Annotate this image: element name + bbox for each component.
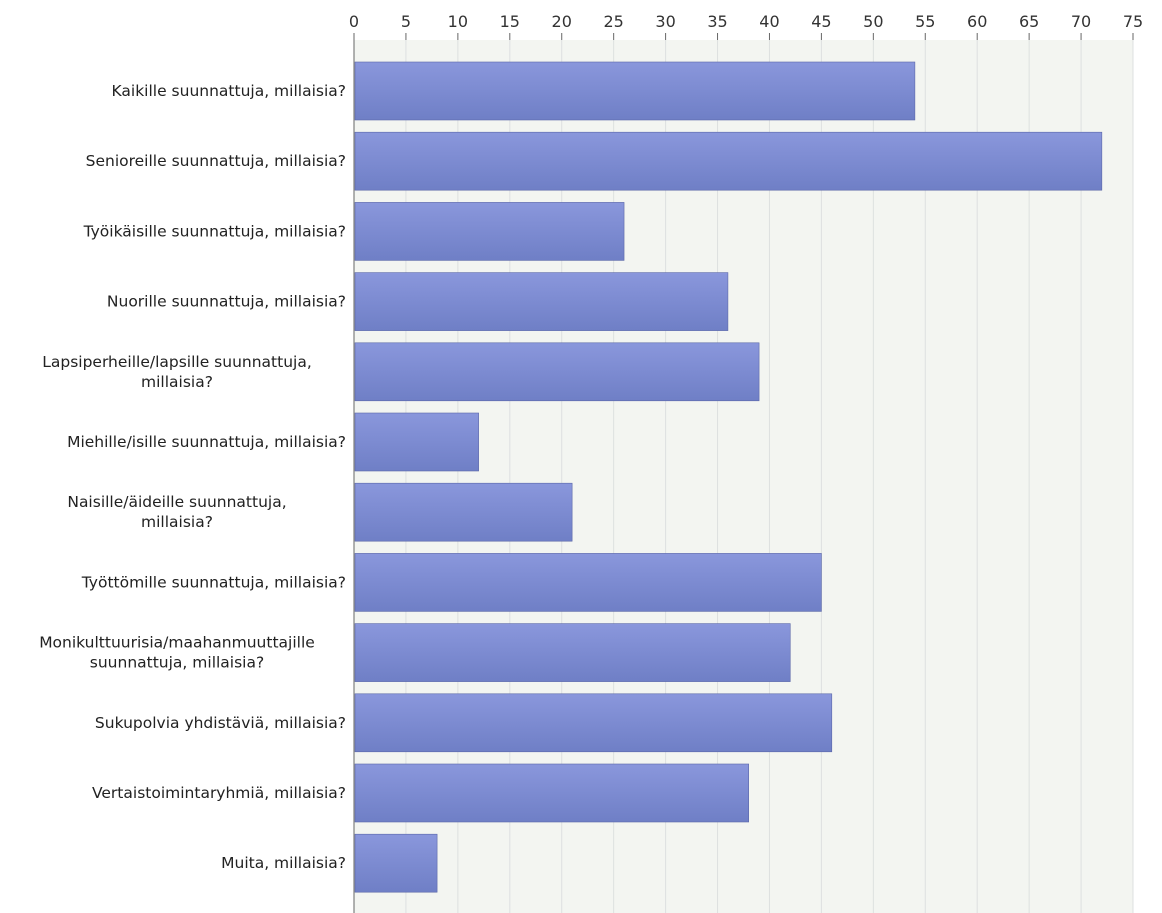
- bar: [354, 61, 916, 121]
- x-tick-label: 0: [349, 12, 359, 31]
- bar: [354, 693, 833, 753]
- x-tick-label: 50: [863, 12, 883, 31]
- x-tick-label: 45: [811, 12, 831, 31]
- bar: [354, 833, 438, 893]
- x-tick-label: 25: [603, 12, 623, 31]
- category-label: Senioreille suunnattuja, millaisia?: [86, 152, 346, 170]
- category-label: Lapsiperheille/lapsille suunnattuja, mill…: [42, 353, 312, 391]
- category-label: Naisille/äideille suunnattuja, millaisia?: [67, 493, 286, 531]
- bar: [354, 131, 1103, 191]
- bar: [354, 482, 573, 542]
- category-label-line: millaisia?: [141, 513, 213, 531]
- category-label-line: Sukupolvia yhdistäviä, millaisia?: [95, 714, 346, 732]
- x-tick-label: 75: [1123, 12, 1143, 31]
- category-label: Vertaistoimintaryhmiä, millaisia?: [92, 784, 346, 802]
- category-label-line: Monikulttuurisia/maahanmuuttajille: [39, 634, 315, 652]
- category-label: Sukupolvia yhdistäviä, millaisia?: [95, 714, 346, 732]
- x-tick-label: 10: [448, 12, 468, 31]
- bar: [354, 272, 729, 331]
- bar: [354, 342, 760, 402]
- category-label: Miehille/isille suunnattuja, millaisia?: [67, 433, 346, 451]
- x-axis-ticks: 0 5 10 15 20 25 30 35 40 45 50 55 60 65 70 75: [349, 12, 1143, 40]
- category-label-line: Vertaistoimintaryhmiä, millaisia?: [92, 784, 346, 802]
- x-tick-label: 30: [655, 12, 675, 31]
- x-tick-label: 55: [915, 12, 935, 31]
- x-tick-label: 65: [1019, 12, 1039, 31]
- category-label-line: Muita, millaisia?: [221, 854, 346, 872]
- bar: [354, 202, 625, 261]
- category-label-line: Kaikille suunnattuja, millaisia?: [112, 82, 347, 100]
- category-label: Muita, millaisia?: [221, 854, 346, 872]
- category-label-line: Miehille/isille suunnattuja, millaisia?: [67, 433, 346, 451]
- category-label-line: Lapsiperheille/lapsille suunnattuja,: [42, 353, 312, 371]
- category-label-line: Työttömille suunnattuja, millaisia?: [81, 573, 346, 591]
- bars: [354, 61, 1103, 893]
- x-tick-label: 35: [707, 12, 727, 31]
- category-label: Työikäisille suunnattuja, millaisia?: [83, 222, 346, 240]
- category-label-line: Työikäisille suunnattuja, millaisia?: [83, 222, 346, 240]
- category-label-line: Naisille/äideille suunnattuja,: [67, 493, 286, 511]
- x-tick-label: 15: [500, 12, 520, 31]
- category-label: Monikulttuurisia/maahanmuuttajille suunna…: [39, 634, 315, 672]
- category-label: Työttömille suunnattuja, millaisia?: [81, 573, 346, 591]
- bar: [354, 623, 791, 682]
- x-tick-label: 20: [552, 12, 572, 31]
- bar: [354, 763, 749, 823]
- category-label: Kaikille suunnattuja, millaisia?: [112, 82, 347, 100]
- bar: [354, 553, 822, 612]
- category-label-line: millaisia?: [141, 373, 213, 391]
- x-tick-label: 60: [967, 12, 987, 31]
- x-tick-label: 70: [1071, 12, 1091, 31]
- category-label: Nuorille suunnattuja, millaisia?: [107, 293, 346, 311]
- x-tick-label: 40: [759, 12, 779, 31]
- category-label-line: Senioreille suunnattuja, millaisia?: [86, 152, 346, 170]
- bar: [354, 412, 479, 472]
- category-label-line: Nuorille suunnattuja, millaisia?: [107, 293, 346, 311]
- x-tick-label: 5: [401, 12, 411, 31]
- category-label-line: suunnattuja, millaisia?: [90, 654, 264, 672]
- category-labels: Kaikille suunnattuja, millaisia? Seniorei…: [39, 82, 346, 872]
